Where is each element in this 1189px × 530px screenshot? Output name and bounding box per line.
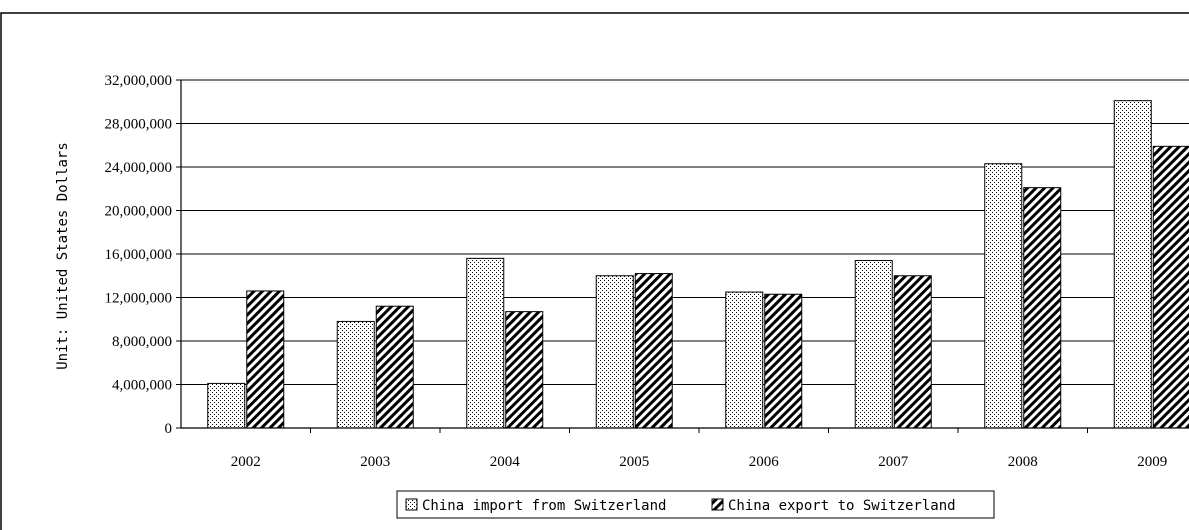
bar-import-2003 (336, 320, 375, 429)
x-tick-label: 2002 (231, 454, 261, 470)
x-tick-label: 2006 (749, 454, 780, 470)
y-tick-label: 0 (165, 421, 173, 437)
legend-box (396, 490, 995, 519)
bar-import-2004 (466, 257, 505, 429)
y-axis-title: Unit: United States Dollars (55, 142, 71, 370)
bar-export-2007 (893, 275, 932, 429)
x-axis (180, 80, 1189, 429)
bar-import-2005 (595, 275, 634, 429)
bar-import-2002 (207, 382, 246, 429)
y-tick-label: 16,000,000 (105, 247, 173, 263)
bar-import-2007 (854, 260, 893, 429)
x-tick-label: 2005 (619, 454, 649, 470)
outer-border (0, 12, 1189, 530)
bar-import-2008 (984, 163, 1023, 429)
x-tick-label: 2004 (490, 454, 521, 470)
x-tick-label: 2003 (360, 454, 390, 470)
y-tick-label: 32,000,000 (105, 73, 173, 89)
bars (207, 100, 1189, 429)
y-tick-label: 20,000,000 (105, 204, 173, 220)
bar-export-2005 (634, 273, 673, 429)
y-tick-label: 8,000,000 (112, 334, 172, 350)
bar-export-2003 (375, 305, 414, 429)
y-tick-label: 4,000,000 (112, 378, 172, 394)
y-tick-label: 28,000,000 (105, 117, 173, 133)
y-tick-label: 24,000,000 (105, 160, 173, 176)
bar-export-2009 (1152, 145, 1189, 429)
x-tick-label: 2008 (1008, 454, 1038, 470)
y-axis-ticks: 0 4,000,000 8,000,000 12,000,000 16,000,000 2… (105, 73, 181, 437)
bar-import-2006 (725, 291, 764, 429)
legend: China import from Switzerland China expo… (396, 490, 995, 519)
legend-swatch-import (405, 498, 418, 511)
y-tick-label: 12,000,000 (105, 291, 173, 307)
bar-export-2006 (764, 293, 803, 429)
legend-label-import: China import from Switzerland (422, 498, 666, 514)
legend-label-export: China export to Switzerland (728, 498, 956, 514)
bar-export-2008 (1023, 187, 1062, 429)
x-tick-label: 2007 (878, 454, 909, 470)
legend-swatch-export (711, 498, 724, 511)
x-tick-label: 2009 (1137, 454, 1167, 470)
bar-export-2004 (505, 311, 544, 429)
x-axis-ticks: 2002 2003 2004 2005 2006 2007 2008 2009 (231, 428, 1167, 470)
bar-export-2002 (246, 290, 285, 429)
bar-import-2009 (1113, 100, 1152, 429)
